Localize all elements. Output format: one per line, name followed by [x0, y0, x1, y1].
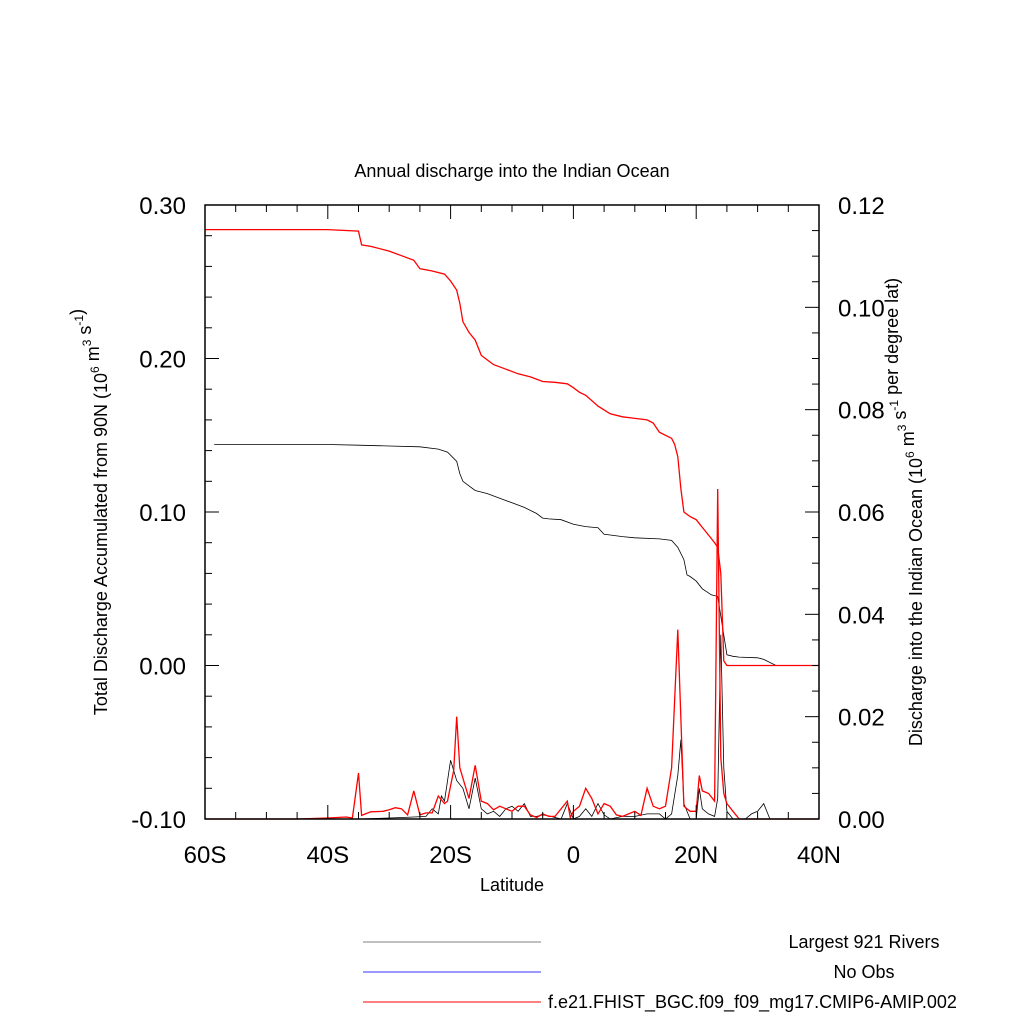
legend-label-2: f.e21.FHIST_BGC.f09_f09_mg17.CMIP6-AMIP.…: [548, 992, 957, 1013]
y-tick-label-right: 0.06: [838, 500, 885, 527]
series-line-2-accumulated-model: [205, 228, 819, 667]
y-tick-label-right: 0.02: [838, 705, 885, 732]
x-tick-label: 20N: [674, 842, 718, 869]
y-tick-label-left: 0.30: [139, 193, 186, 220]
legend-label-0: Largest 921 Rivers: [788, 932, 939, 952]
y-tick-label-left: -0.10: [131, 807, 186, 834]
legend: Largest 921 Rivers No Obs f.e21.FHIST_BGC.…: [363, 932, 957, 1013]
series-line-3-per-degree-rivers: [205, 634, 819, 820]
legend-label-1: No Obs: [833, 962, 894, 982]
y-tick-label-right: 0.04: [838, 602, 885, 629]
series-line-0-accumulated-rivers: [214, 444, 819, 666]
y-tick-label-left: 0.10: [139, 500, 186, 527]
x-tick-label: 40S: [306, 842, 349, 869]
y-tick-label-left: 0.20: [139, 347, 186, 374]
y-axis-label-left: Total Discharge Accumulated from 90N (10…: [67, 309, 111, 715]
y-tick-label-left: 0.00: [139, 654, 186, 681]
series-line-4-per-degree-model: [205, 488, 819, 820]
y-tick-label-right: 0.12: [838, 193, 885, 220]
x-tick-label: 40N: [797, 842, 841, 869]
x-tick-label: 20S: [429, 842, 472, 869]
x-axis-label: Latitude: [480, 875, 544, 895]
chart-title: Annual discharge into the Indian Ocean: [354, 161, 669, 181]
x-tick-label: 60S: [184, 842, 227, 869]
y-tick-label-right: 0.00: [838, 807, 885, 834]
y-axis-label-right: Discharge into the Indian Ocean (106 m3 …: [882, 278, 926, 746]
plot-frame: [204, 204, 820, 820]
y-tick-label-right: 0.08: [838, 398, 885, 425]
plot-series: [205, 228, 819, 820]
axes: 60S 40S 20S 0 20N 40N 0.30 0.20 0.10 0.00 -0.10 0.1…: [131, 193, 884, 869]
x-tick-label: 0: [567, 842, 580, 869]
y-tick-label-right: 0.10: [838, 295, 885, 322]
